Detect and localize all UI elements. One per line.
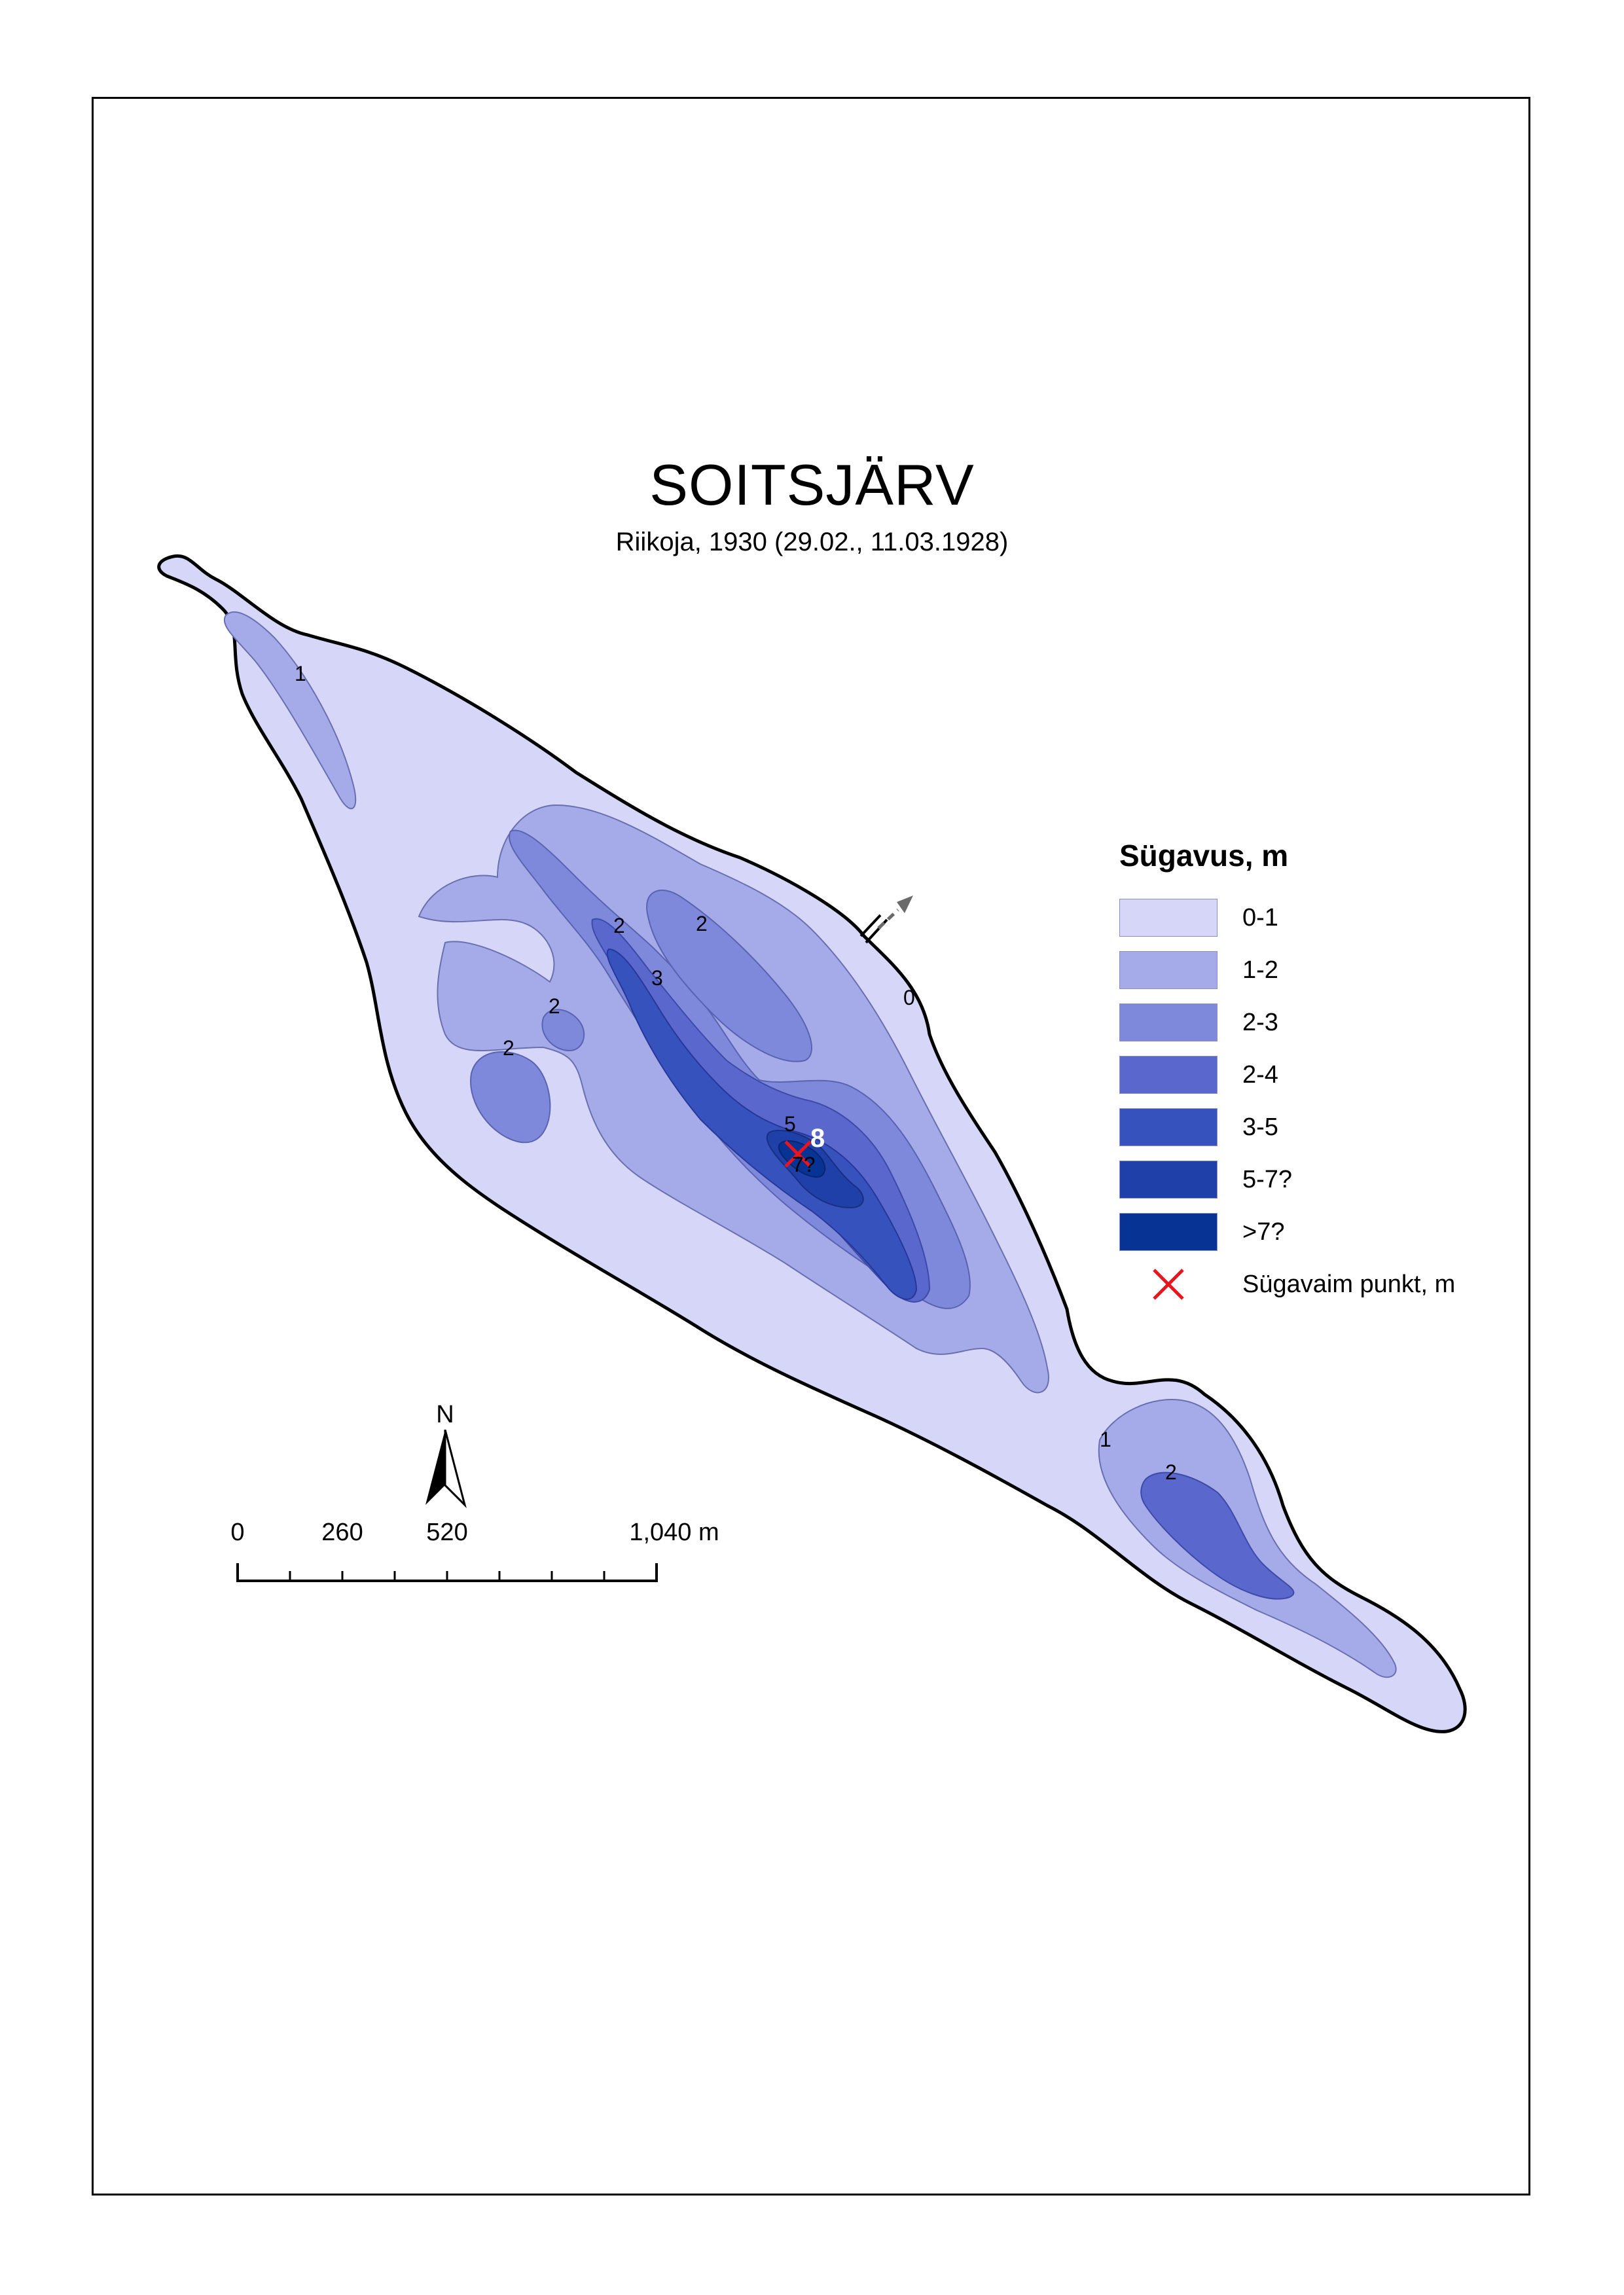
legend-row: 5-7?	[1119, 1153, 1486, 1206]
legend-swatch	[1119, 1056, 1218, 1094]
scale-label-260: 260	[321, 1519, 363, 1546]
outflow-arrow	[859, 895, 913, 944]
depth-label-0: 0	[903, 986, 915, 1009]
depth-zone-2-3-small	[541, 1009, 585, 1052]
depth-zone-1-2-se	[1098, 1399, 1397, 1678]
depth-zone-2-3-ne	[646, 890, 812, 1062]
legend-label: 1-2	[1242, 956, 1278, 984]
depth-label-3: 3	[651, 966, 663, 990]
depth-label-1-se: 1	[1100, 1428, 1111, 1451]
legend-label: 2-3	[1242, 1008, 1278, 1036]
legend-rows: 0-1 1-2 2-3 2-4 3-5 5-7? >7?	[1119, 892, 1486, 1258]
legend-row-deepest: Sügavaim punkt, m	[1119, 1258, 1486, 1310]
legend-row: 3-5	[1119, 1101, 1486, 1153]
legend-swatch	[1119, 1161, 1218, 1199]
legend-title: Sügavus, m	[1119, 839, 1289, 873]
north-arrow-icon	[425, 1430, 467, 1508]
legend-row: 2-3	[1119, 996, 1486, 1049]
depth-zone-3-5	[606, 948, 918, 1300]
legend-row: >7?	[1119, 1206, 1486, 1258]
depth-label-2-d: 2	[503, 1036, 514, 1060]
legend: Sügavus, m 0-1 1-2 2-3 2-4 3-5 5-7? >7? Sügava…	[1119, 838, 1486, 1310]
depth-label-2-a: 2	[613, 914, 625, 937]
north-label: N	[436, 1401, 454, 1428]
depth-zone-2-3-w	[470, 1051, 551, 1144]
legend-row: 2-4	[1119, 1049, 1486, 1101]
scale-label-520: 520	[426, 1519, 468, 1546]
north-arrow: N	[419, 1401, 471, 1508]
map-title: SOITSJÄRV	[649, 452, 975, 517]
legend-label-deepest: Sügavaim punkt, m	[1242, 1270, 1456, 1298]
scale-bar: 0 260 520 1,040 m	[223, 1506, 719, 1597]
legend-swatch	[1119, 1108, 1218, 1146]
depth-label-5: 5	[784, 1112, 796, 1136]
deepest-point-icon	[1119, 1265, 1218, 1303]
depth-label-7q: 7?	[792, 1153, 816, 1176]
legend-swatch	[1119, 951, 1218, 989]
legend-label: 2-4	[1242, 1060, 1278, 1089]
map-subtitle: Riikoja, 1930 (29.02., 11.03.1928)	[615, 528, 1009, 556]
deepest-value-label: 8	[810, 1124, 825, 1153]
scale-bar-line	[236, 1563, 658, 1582]
depth-label-1-nw: 1	[295, 662, 306, 685]
depth-label-2-b: 2	[696, 912, 708, 935]
scale-label-1040: 1,040 m	[629, 1519, 719, 1546]
legend-label: 0-1	[1242, 903, 1278, 931]
legend-label: 3-5	[1242, 1113, 1278, 1141]
legend-swatch	[1119, 1213, 1218, 1251]
legend-row: 0-1	[1119, 892, 1486, 944]
legend-swatch	[1119, 1003, 1218, 1041]
depth-label-2-se: 2	[1165, 1460, 1177, 1484]
scale-label-0: 0	[230, 1519, 245, 1546]
map-frame	[92, 97, 1530, 2196]
deepest-point-marker	[784, 1140, 812, 1168]
legend-label: >7?	[1242, 1218, 1285, 1246]
legend-label: 5-7?	[1242, 1165, 1293, 1193]
depth-label-2-c: 2	[549, 994, 560, 1018]
depth-zone-1-2-nw	[223, 611, 357, 810]
legend-row: 1-2	[1119, 944, 1486, 996]
legend-swatch	[1119, 899, 1218, 937]
depth-zone-2-4-se	[1140, 1472, 1295, 1600]
